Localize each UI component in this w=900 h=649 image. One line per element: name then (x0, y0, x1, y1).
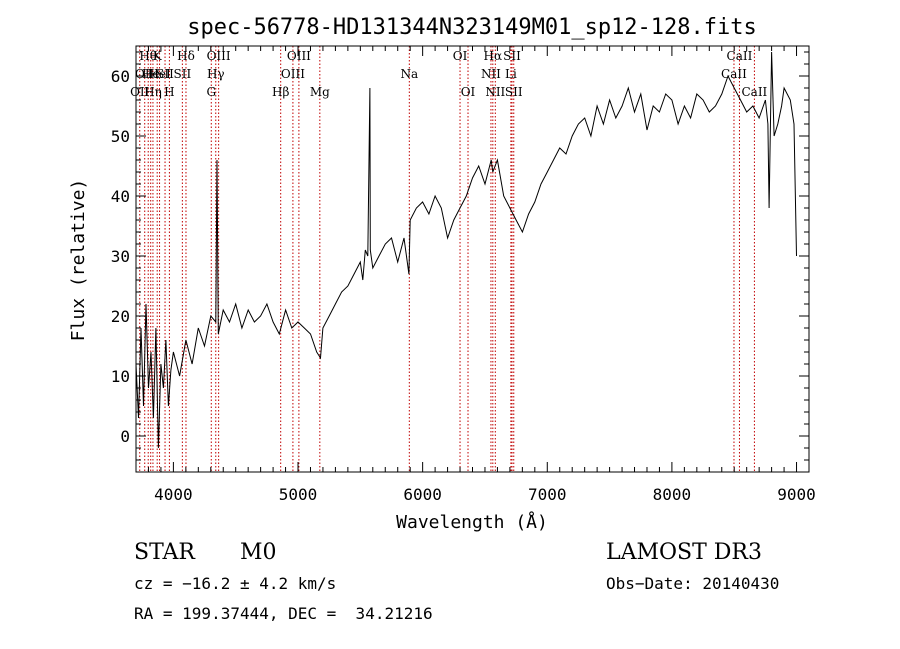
y-tick-label: 0 (120, 427, 130, 446)
spectral-line-label: NII (481, 67, 501, 81)
spectral-line-label: SII (505, 85, 523, 99)
spectral-line-label: OIII (281, 67, 305, 81)
x-tick-label: 6000 (403, 485, 442, 504)
y-tick-label: 40 (111, 187, 130, 206)
spectral-line-label: Hα (484, 49, 503, 63)
spectral-line-label: OIII (287, 49, 311, 63)
y-tick-label: 20 (111, 307, 130, 326)
spectral-line-label: OII (130, 85, 150, 99)
redshift-cz: cz = −16.2 ± 4.2 km/s (134, 574, 337, 593)
y-axis-label: Flux (relative) (68, 179, 89, 342)
spectral-line-label: OI (461, 85, 476, 99)
spectral-line-label: Hγ (207, 67, 225, 81)
spectral-line-label: Mg (310, 85, 330, 99)
spectral-line-label: Hη (144, 85, 162, 99)
spectral-line-label: OI (453, 49, 468, 63)
spectral-line-label: K (153, 49, 163, 63)
spectral-line-label: NII (485, 85, 505, 99)
spectral-line-label: SII (156, 67, 174, 81)
x-tick-label: 7000 (528, 485, 567, 504)
spectral-line-label: CaII (741, 85, 767, 99)
spectral-line-label: Li (505, 67, 517, 81)
spectral-line-label: Na (400, 67, 418, 81)
chart-title: spec-56778-HD131344N323149M01_sp12-128.f… (187, 15, 757, 40)
spectral-line-label: SII (503, 49, 521, 63)
coordinates: RA = 199.37444, DEC = 34.21216 (134, 604, 433, 623)
x-axis-label: Wavelength (Å) (396, 511, 548, 533)
x-tick-label: 4000 (154, 485, 193, 504)
y-tick-label: 30 (111, 247, 130, 266)
spectral-line-label: CaII (721, 67, 747, 81)
spectral-line-label: G (206, 85, 216, 99)
x-tick-label: 5000 (279, 485, 318, 504)
spectral-line-label: He (142, 67, 160, 81)
spectral-line-label: OII (135, 67, 155, 81)
spectral-line-label: CaII (727, 49, 753, 63)
y-tick-label: 10 (111, 367, 130, 386)
y-tick-label: 60 (111, 67, 130, 86)
spectral-line-label: Hβ (272, 85, 289, 99)
spectral-line-label: SII (174, 67, 192, 81)
x-tick-label: 9000 (777, 485, 816, 504)
spectrum-line (135, 51, 797, 449)
object-subclass: M0 (240, 540, 277, 565)
spectral-line-label: Hδ (177, 49, 195, 63)
spectral-line-label: OIII (207, 49, 231, 63)
survey-name: LAMOST DR3 (606, 540, 762, 565)
observation-date: Obs−Date: 20140430 (606, 574, 780, 593)
spectral-line-label: H (164, 85, 174, 99)
object-class: STAR (134, 540, 195, 565)
y-tick-label: 50 (111, 127, 130, 146)
spectral-line-label: Hθ (139, 49, 157, 63)
x-tick-label: 8000 (653, 485, 692, 504)
spectral-line-label: HeI (148, 67, 171, 81)
